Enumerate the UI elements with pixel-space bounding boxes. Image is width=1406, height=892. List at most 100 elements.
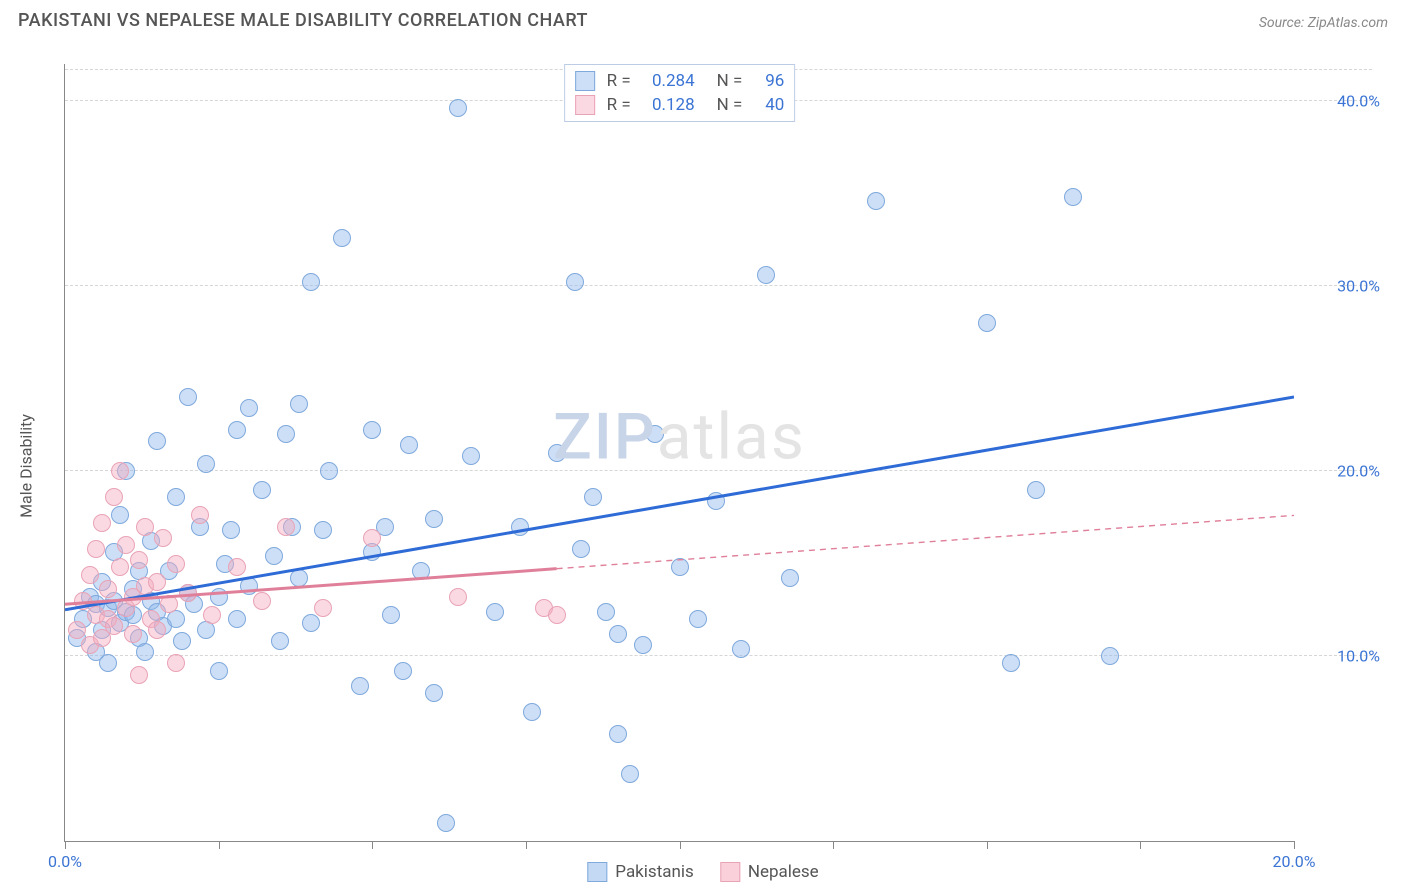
chart-container: Male Disability ZIPatlas R = 0.284 N = 9… xyxy=(18,46,1388,886)
scatter-point xyxy=(265,547,283,565)
x-tick xyxy=(987,841,988,849)
scatter-point xyxy=(111,558,129,576)
swatch-pakistanis xyxy=(587,862,607,882)
x-tick xyxy=(680,841,681,849)
scatter-point xyxy=(511,518,529,536)
scatter-point xyxy=(566,273,584,291)
swatch-pakistanis xyxy=(575,71,595,91)
n-value-pakistanis: 96 xyxy=(750,71,784,91)
scatter-point xyxy=(173,632,191,650)
scatter-point xyxy=(167,488,185,506)
scatter-point xyxy=(253,481,271,499)
scatter-point xyxy=(111,462,129,480)
x-tick xyxy=(526,841,527,849)
scatter-point xyxy=(1002,654,1020,672)
scatter-point xyxy=(486,603,504,621)
y-axis-label: Male Disability xyxy=(17,414,36,518)
scatter-point xyxy=(68,621,86,639)
watermark-atlas: atlas xyxy=(657,399,806,474)
scatter-point xyxy=(382,606,400,624)
scatter-point xyxy=(167,654,185,672)
watermark-zip: ZIP xyxy=(553,399,657,474)
scatter-point xyxy=(179,584,197,602)
n-label: N = xyxy=(717,95,743,115)
scatter-point xyxy=(394,662,412,680)
scatter-point xyxy=(757,266,775,284)
scatter-point xyxy=(74,592,92,610)
scatter-point xyxy=(160,595,178,613)
scatter-point xyxy=(81,566,99,584)
scatter-point xyxy=(240,399,258,417)
scatter-point xyxy=(290,395,308,413)
legend-label-nepalese: Nepalese xyxy=(748,862,819,882)
correlation-legend: R = 0.284 N = 96 R = 0.128 N = 40 xyxy=(564,64,796,122)
scatter-point xyxy=(597,603,615,621)
scatter-point xyxy=(228,558,246,576)
scatter-point xyxy=(523,703,541,721)
scatter-point xyxy=(167,555,185,573)
scatter-point xyxy=(609,625,627,643)
scatter-point xyxy=(124,625,142,643)
scatter-point xyxy=(363,529,381,547)
scatter-point xyxy=(210,662,228,680)
scatter-point xyxy=(148,573,166,591)
watermark: ZIPatlas xyxy=(553,399,806,474)
scatter-point xyxy=(240,577,258,595)
legend-item-pakistanis: Pakistanis xyxy=(587,862,694,882)
legend-label-pakistanis: Pakistanis xyxy=(615,862,694,882)
scatter-point xyxy=(277,425,295,443)
y-tick-label: 30.0% xyxy=(1337,277,1380,296)
scatter-point xyxy=(621,765,639,783)
scatter-point xyxy=(130,551,148,569)
x-tick xyxy=(833,841,834,849)
scatter-point xyxy=(1064,188,1082,206)
scatter-point xyxy=(154,529,172,547)
scatter-point xyxy=(111,506,129,524)
gridline-h xyxy=(65,655,1372,656)
source-label: Source: ZipAtlas.com xyxy=(1259,15,1388,31)
scatter-point xyxy=(148,621,166,639)
scatter-point xyxy=(978,314,996,332)
y-tick-label: 10.0% xyxy=(1337,647,1380,666)
scatter-point xyxy=(99,654,117,672)
scatter-point xyxy=(1101,647,1119,665)
scatter-point xyxy=(400,436,418,454)
scatter-point xyxy=(449,588,467,606)
legend-row-pakistanis: R = 0.284 N = 96 xyxy=(575,69,785,93)
scatter-point xyxy=(425,684,443,702)
x-tick-label: 20.0% xyxy=(1273,852,1316,871)
scatter-point xyxy=(363,421,381,439)
scatter-point xyxy=(437,814,455,832)
y-tick-label: 20.0% xyxy=(1337,462,1380,481)
scatter-point xyxy=(314,599,332,617)
series-legend: Pakistanis Nepalese xyxy=(587,862,818,882)
x-tick xyxy=(1294,841,1295,849)
scatter-point xyxy=(314,521,332,539)
scatter-point xyxy=(197,455,215,473)
scatter-point xyxy=(117,536,135,554)
scatter-point xyxy=(320,462,338,480)
scatter-point xyxy=(179,388,197,406)
gridline-h xyxy=(65,470,1372,471)
scatter-point xyxy=(105,617,123,635)
y-tick-label: 40.0% xyxy=(1337,92,1380,111)
scatter-point xyxy=(412,562,430,580)
scatter-point xyxy=(290,569,308,587)
scatter-point xyxy=(210,588,228,606)
gridline-h xyxy=(65,285,1372,286)
scatter-point xyxy=(99,580,117,598)
scatter-point xyxy=(302,273,320,291)
scatter-point xyxy=(634,636,652,654)
scatter-point xyxy=(425,510,443,528)
r-label: R = xyxy=(607,71,631,91)
r-value-nepalese: 0.128 xyxy=(639,95,695,115)
n-value-nepalese: 40 xyxy=(750,95,784,115)
scatter-point xyxy=(689,610,707,628)
scatter-point xyxy=(732,640,750,658)
legend-item-nepalese: Nepalese xyxy=(720,862,819,882)
scatter-point xyxy=(136,643,154,661)
scatter-point xyxy=(707,492,725,510)
scatter-point xyxy=(253,592,271,610)
x-tick xyxy=(372,841,373,849)
r-value-pakistanis: 0.284 xyxy=(639,71,695,91)
